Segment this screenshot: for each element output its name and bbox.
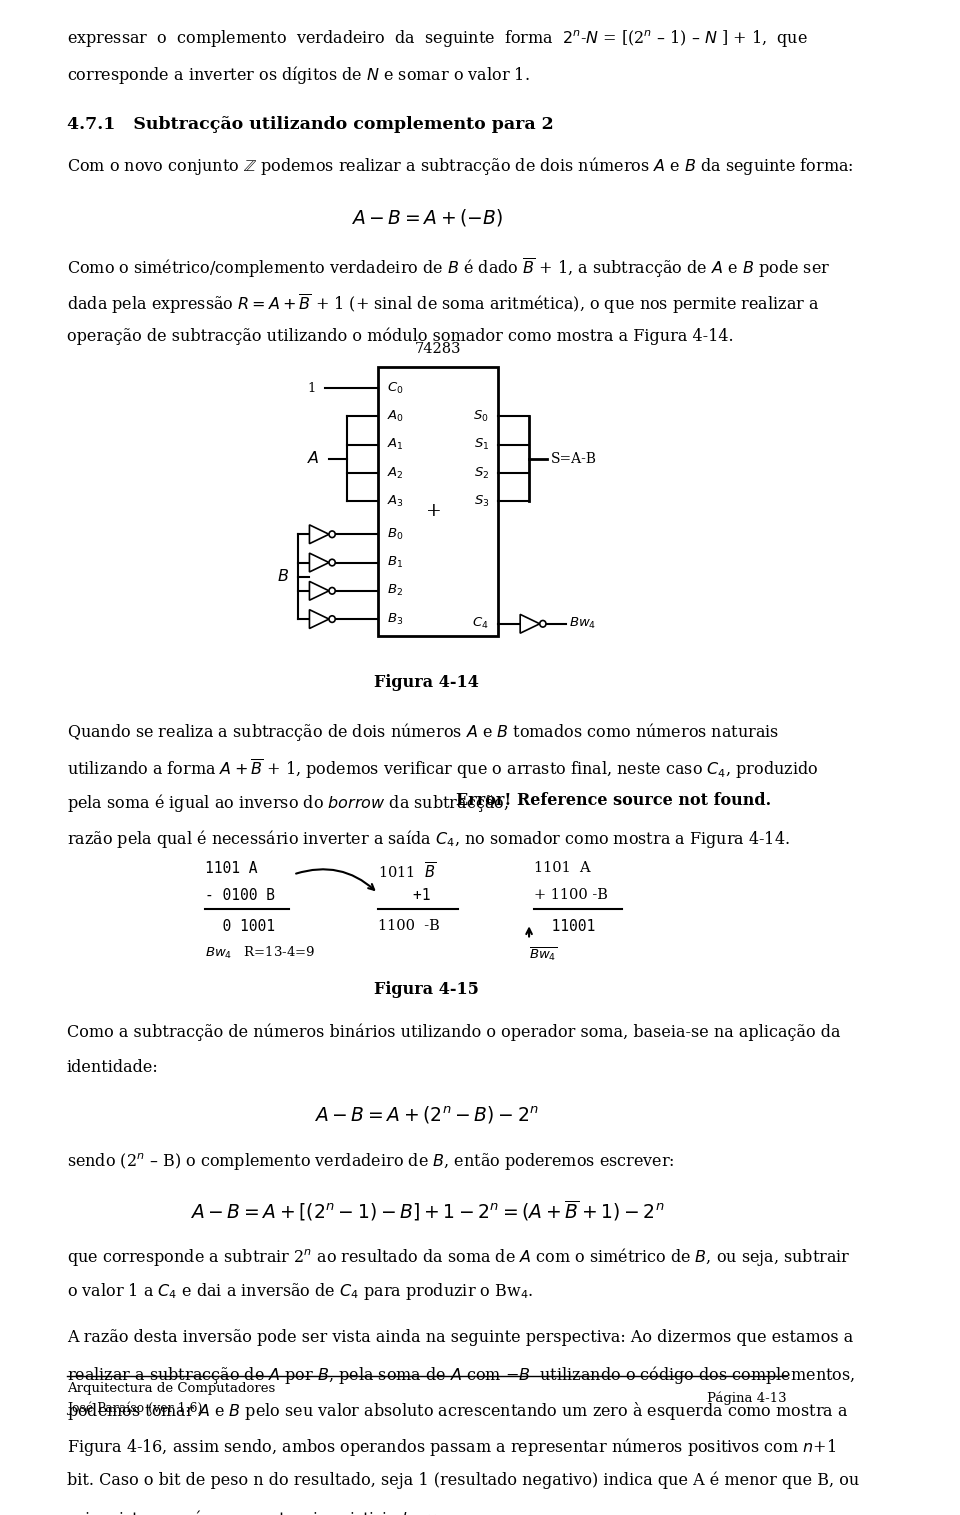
Text: $A_2$: $A_2$ xyxy=(387,465,403,480)
Text: +1: +1 xyxy=(378,888,430,903)
Text: $C_4$: $C_4$ xyxy=(472,617,489,632)
Text: operação de subtracção utilizando o módulo somador como mostra a Figura 4-14.: operação de subtracção utilizando o módu… xyxy=(66,327,733,345)
Text: $A - B = A + [(2^n - 1) - B] + 1 - 2^n = (A + \overline{B} + 1) - 2^n$: $A - B = A + [(2^n - 1) - B] + 1 - 2^n =… xyxy=(189,1198,664,1223)
Text: 1101  A: 1101 A xyxy=(534,861,590,876)
Text: Quando se realiza a subtracção de dois números $A$ e $B$ tomados como números na: Quando se realiza a subtracção de dois n… xyxy=(66,721,779,742)
Text: sendo (2$^n$ – B) o complemento verdadeiro de $B$, então poderemos escrever:: sendo (2$^n$ – B) o complemento verdadei… xyxy=(66,1151,675,1173)
Circle shape xyxy=(540,621,546,627)
Text: + 1100 -B: + 1100 -B xyxy=(534,888,608,901)
Text: 1: 1 xyxy=(307,382,316,395)
Text: $B$: $B$ xyxy=(277,568,289,585)
Polygon shape xyxy=(309,524,329,544)
Text: $A_0$: $A_0$ xyxy=(387,409,404,424)
Bar xyxy=(378,368,498,636)
Text: expressar  o  complemento  verdadeiro  da  seguinte  forma  $2^n$-$N$ = [(2$^n$ : expressar o complemento verdadeiro da se… xyxy=(66,29,807,50)
Text: Error! Reference source not found.: Error! Reference source not found. xyxy=(456,792,771,809)
Circle shape xyxy=(329,615,335,623)
Circle shape xyxy=(329,530,335,538)
Text: $B_0$: $B_0$ xyxy=(387,527,403,542)
Text: $C_0$: $C_0$ xyxy=(387,380,403,395)
Circle shape xyxy=(329,588,335,594)
Text: $S_2$: $S_2$ xyxy=(473,465,489,480)
Text: Página 4-13: Página 4-13 xyxy=(708,1392,787,1406)
Text: que corresponde a subtrair 2$^n$ ao resultado da soma de $A$ com o simétrico de : que corresponde a subtrair 2$^n$ ao resu… xyxy=(66,1245,851,1268)
Text: utilizando a forma $A + \overline{B}$ + 1, podemos verificar que o arrasto final: utilizando a forma $A + \overline{B}$ + … xyxy=(66,756,818,780)
Polygon shape xyxy=(309,553,329,573)
Polygon shape xyxy=(520,615,540,633)
Text: bit. Caso o bit de peso n do resultado, seja 1 (resultado negativo) indica que A: bit. Caso o bit de peso n do resultado, … xyxy=(66,1473,859,1489)
Text: o valor 1 a $C_4$ e dai a inversão de $C_4$ para produzir o Bw$_4$.: o valor 1 a $C_4$ e dai a inversão de $C… xyxy=(66,1282,533,1303)
Text: identidade:: identidade: xyxy=(66,1059,158,1076)
Text: Arquitectura de Computadores: Arquitectura de Computadores xyxy=(66,1382,275,1395)
Text: S=A-B: S=A-B xyxy=(551,451,597,467)
Text: $A_3$: $A_3$ xyxy=(387,494,404,509)
Text: 0 1001: 0 1001 xyxy=(204,918,275,933)
Text: $Bw_4$: $Bw_4$ xyxy=(569,617,596,632)
Text: $B_2$: $B_2$ xyxy=(387,583,403,598)
Text: $A$: $A$ xyxy=(307,450,320,468)
Text: $B_3$: $B_3$ xyxy=(387,612,403,627)
Text: 74283: 74283 xyxy=(415,342,461,356)
Text: dada pela expressão $R = A + \overline{B}$ + 1 (+ sinal de soma aritmética), o q: dada pela expressão $R = A + \overline{B… xyxy=(66,292,819,317)
Text: podemos tomar $A$ e $B$ pelo seu valor absoluto acrescentando um zero à esquerda: podemos tomar $A$ e $B$ pelo seu valor a… xyxy=(66,1400,848,1423)
Text: Como o simétrico/complemento verdadeiro de $B$ é dado $\overline{B}$ + 1, a subt: Como o simétrico/complemento verdadeiro … xyxy=(66,256,829,280)
Text: A razão desta inversão pode ser vista ainda na seguinte perspectiva: Ao dizermos: A razão desta inversão pode ser vista ai… xyxy=(66,1329,852,1345)
Text: pela soma é igual ao inverso do $borrow$ da subtracção,: pela soma é igual ao inverso do $borrow$… xyxy=(66,792,510,815)
Text: $A - B = A + (2^n - B) - 2^n$: $A - B = A + (2^n - B) - 2^n$ xyxy=(315,1104,540,1126)
Text: 1101 A: 1101 A xyxy=(204,861,257,876)
Text: seja, visto em números naturais existiria $borrow$.: seja, visto em números naturais existiri… xyxy=(66,1507,463,1515)
Text: Figura 4-14: Figura 4-14 xyxy=(374,674,479,691)
Text: 1011  $\overline{B}$: 1011 $\overline{B}$ xyxy=(378,861,437,882)
Text: corresponde a inverter os dígitos de $N$ e somar o valor 1.: corresponde a inverter os dígitos de $N$… xyxy=(66,64,529,86)
Text: 4.7.1   Subtracção utilizando complemento para 2: 4.7.1 Subtracção utilizando complemento … xyxy=(66,117,553,133)
Text: realizar a subtracção de $A$ por $B$, pela soma de $A$ com $-B$  utilizando o có: realizar a subtracção de $A$ por $B$, pe… xyxy=(66,1365,854,1386)
Text: Figura 4-16, assim sendo, ambos operandos passam a representar números positivos: Figura 4-16, assim sendo, ambos operando… xyxy=(66,1436,836,1457)
Text: $S_1$: $S_1$ xyxy=(473,438,489,453)
Text: razão pela qual é necessário inverter a saída $C_4$, no somador como mostra a Fi: razão pela qual é necessário inverter a … xyxy=(66,829,790,850)
Text: 11001: 11001 xyxy=(534,918,595,933)
Text: $B_1$: $B_1$ xyxy=(387,554,403,570)
Text: 1100  -B: 1100 -B xyxy=(378,918,440,933)
Text: José Paraíso (ver 1.6): José Paraíso (ver 1.6) xyxy=(66,1401,202,1415)
Text: $S_3$: $S_3$ xyxy=(473,494,489,509)
Circle shape xyxy=(329,559,335,565)
Text: Como a subtracção de números binários utilizando o operador soma, baseia-se na a: Como a subtracção de números binários ut… xyxy=(66,1023,840,1041)
Text: $Bw_4$   R=13-4=9: $Bw_4$ R=13-4=9 xyxy=(204,945,315,961)
Text: Figura 4-15: Figura 4-15 xyxy=(374,980,479,998)
Polygon shape xyxy=(309,582,329,600)
Text: $S_0$: $S_0$ xyxy=(473,409,489,424)
Text: +: + xyxy=(425,501,442,520)
Text: Com o novo conjunto $\mathbb{Z}$ podemos realizar a subtracção de dois números $: Com o novo conjunto $\mathbb{Z}$ podemos… xyxy=(66,156,853,177)
Text: $A_1$: $A_1$ xyxy=(387,438,403,453)
Text: - 0100 B: - 0100 B xyxy=(204,888,275,903)
Text: $A - B = A + (-B)$: $A - B = A + (-B)$ xyxy=(350,208,503,229)
Text: $\overline{Bw_4}$: $\overline{Bw_4}$ xyxy=(529,945,557,962)
Polygon shape xyxy=(309,609,329,629)
